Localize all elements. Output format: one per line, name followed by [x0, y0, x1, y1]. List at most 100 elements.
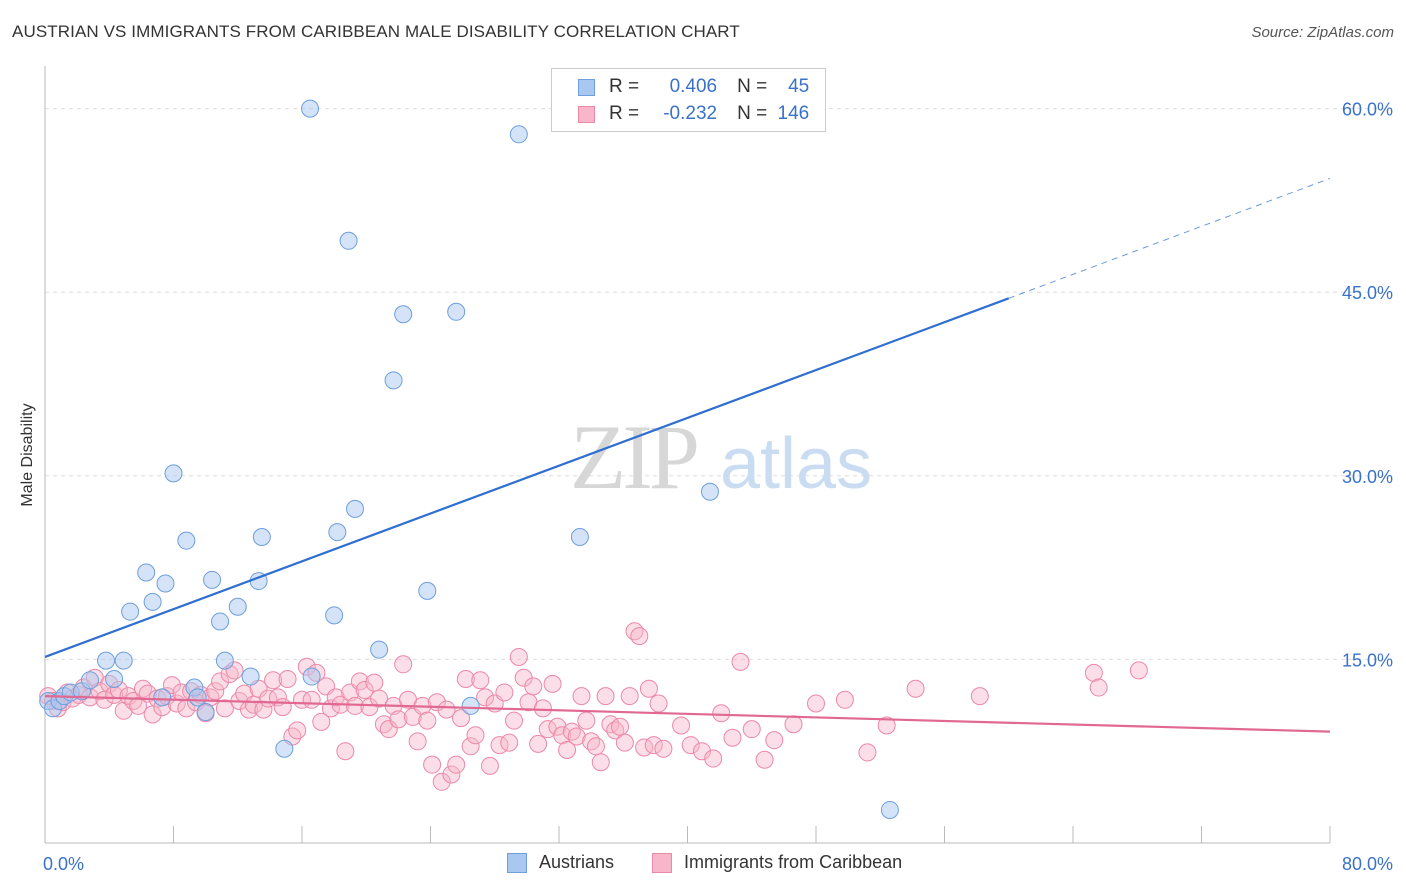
data-point-caribbean: [611, 717, 630, 736]
series-label-austrians: Austrians: [539, 852, 615, 872]
data-point-caribbean: [273, 698, 292, 717]
data-point-caribbean: [524, 677, 543, 696]
data-point-caribbean: [858, 743, 877, 762]
data-point-austrian: [570, 528, 589, 546]
data-point-caribbean: [731, 652, 750, 671]
data-point-caribbean: [620, 687, 639, 706]
series-legend: Austrians Immigrants from Caribbean: [507, 852, 902, 873]
data-point-caribbean: [625, 622, 644, 641]
data-point-caribbean: [1129, 661, 1148, 680]
data-point-caribbean: [615, 733, 634, 752]
data-point-caribbean: [529, 734, 548, 753]
legend-n-value: 146: [777, 103, 810, 124]
data-point-caribbean: [350, 672, 369, 691]
data-point-austrian: [121, 602, 140, 621]
data-point-caribbean: [572, 687, 591, 706]
data-point-caribbean: [970, 687, 989, 706]
watermark: ZIP atlas: [570, 406, 872, 508]
data-point-austrian: [215, 651, 234, 670]
data-point-austrian: [418, 581, 437, 600]
data-point-austrian: [252, 528, 271, 546]
data-point-austrian: [188, 688, 207, 707]
data-point-austrian: [447, 302, 466, 321]
legend-r-label: R =: [609, 103, 640, 124]
data-point-caribbean: [755, 750, 774, 769]
y-tick-labels: 15.0% 30.0% 45.0% 60.0%: [1342, 100, 1393, 671]
trendline-caribbean: [44, 695, 1331, 733]
data-point-caribbean: [288, 721, 307, 740]
legend-row-austrians: R = 0.406 N = 45: [578, 75, 809, 99]
data-point-caribbean: [1089, 678, 1108, 697]
chart-title: AUSTRIAN VS IMMIGRANTS FROM CARIBBEAN MA…: [12, 22, 740, 41]
watermark-zip: ZIP: [570, 406, 697, 508]
data-point-austrian: [228, 597, 247, 616]
data-point-austrian: [153, 688, 172, 707]
source-label: Source: ZipAtlas.com: [1251, 24, 1394, 41]
x-tick-labels: 0.0% 80.0%: [43, 854, 1393, 874]
trendline-austrians-extension: [1008, 177, 1331, 299]
y-tick-label: 30.0%: [1342, 467, 1393, 487]
data-point-caribbean: [586, 737, 605, 756]
data-point-caribbean: [723, 728, 742, 747]
data-point-caribbean: [119, 687, 138, 706]
data-point-caribbean: [423, 755, 442, 774]
data-point-caribbean: [591, 753, 610, 772]
data-point-caribbean: [211, 672, 230, 691]
data-point-caribbean: [704, 749, 723, 768]
data-point-caribbean: [408, 732, 427, 751]
data-point-caribbean: [365, 673, 384, 692]
austrian-points: [39, 75, 899, 819]
data-point-caribbean: [432, 772, 451, 791]
data-point-caribbean: [742, 720, 761, 739]
data-point-caribbean: [394, 655, 413, 674]
data-point-caribbean: [807, 694, 825, 713]
data-point-austrian: [80, 671, 99, 690]
data-point-caribbean: [509, 647, 528, 666]
data-point-caribbean: [500, 733, 519, 752]
series-label-caribbean: Immigrants from Caribbean: [684, 852, 903, 872]
data-point-caribbean: [582, 732, 601, 751]
x-tick-label-min: 0.0%: [43, 854, 84, 874]
data-point-caribbean: [379, 720, 398, 739]
data-point-caribbean: [649, 694, 668, 713]
data-point-caribbean: [452, 709, 471, 728]
data-point-caribbean: [466, 726, 485, 745]
data-point-caribbean: [835, 690, 854, 709]
data-point-austrian: [156, 574, 175, 593]
data-point-caribbean: [567, 727, 586, 746]
data-point-caribbean: [447, 755, 466, 774]
legend-swatch-pink: [578, 105, 595, 123]
trendlines: [44, 177, 1331, 733]
axes: [44, 66, 1331, 844]
data-point-austrian: [196, 703, 215, 722]
data-point-caribbean: [370, 689, 389, 708]
data-point-caribbean: [129, 696, 148, 715]
data-point-caribbean: [124, 692, 143, 711]
series-swatch-blue: [507, 852, 527, 873]
y-tick-label: 15.0%: [1342, 650, 1393, 670]
data-point-austrian: [143, 592, 162, 611]
data-point-caribbean: [264, 671, 283, 690]
trendline-austrians: [44, 297, 1010, 658]
data-point-caribbean: [630, 627, 649, 646]
series-swatch-pink: [652, 852, 673, 873]
data-point-caribbean: [437, 700, 456, 719]
data-point-austrian: [328, 523, 347, 542]
data-point-austrian: [346, 499, 365, 518]
data-point-caribbean: [133, 679, 152, 698]
data-point-caribbean: [302, 690, 321, 709]
data-point-caribbean: [355, 681, 374, 699]
data-point-caribbean: [471, 671, 490, 690]
legend-row-caribbean: R = -0.232 N = 146: [578, 102, 809, 126]
data-point-austrian: [339, 231, 358, 250]
data-point-austrian: [241, 667, 260, 686]
data-point-caribbean: [606, 721, 625, 740]
data-point-caribbean: [418, 711, 437, 730]
data-point-austrian: [325, 606, 344, 625]
data-point-caribbean: [461, 737, 480, 756]
gridlines: [45, 108, 1392, 660]
data-point-caribbean: [162, 676, 181, 695]
data-point-caribbean: [278, 669, 297, 688]
data-point-caribbean: [505, 711, 524, 730]
